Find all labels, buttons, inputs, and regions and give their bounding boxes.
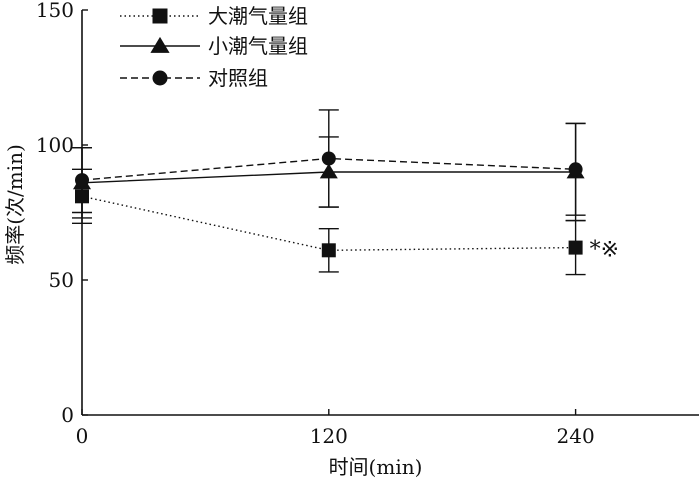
data-point-triangle	[319, 163, 338, 179]
legend-item: 大潮气量组	[120, 4, 308, 28]
x-tick-label: 240	[557, 424, 595, 448]
x-axis-label: 时间(min)	[329, 455, 423, 479]
legend-label: 大潮气量组	[208, 4, 308, 28]
axes: 0 120 240 0 50 100 150 时间(min) 频率(次/min)	[3, 0, 699, 479]
data-point-square	[75, 189, 89, 204]
x-tick-label: 120	[310, 424, 348, 448]
y-axis-label: 频率(次/min)	[3, 144, 27, 265]
data-point-square	[568, 240, 583, 255]
y-tick-label: 100	[36, 133, 74, 157]
legend-item: 对照组	[120, 66, 268, 90]
series-square	[75, 189, 583, 258]
data-point-square	[321, 243, 336, 258]
y-tick-label: 150	[36, 0, 74, 22]
plot-area: *※	[72, 109, 619, 276]
significance-annotation: *※	[590, 238, 619, 263]
y-tick-label: 0	[61, 403, 74, 427]
legend-marker-circle	[152, 70, 168, 86]
data-point-circle	[75, 173, 89, 188]
data-point-circle	[321, 151, 336, 166]
legend-label: 小潮气量组	[208, 34, 308, 58]
legend-label: 对照组	[208, 66, 268, 90]
data-point-circle	[568, 162, 583, 177]
x-tick-label: 0	[76, 424, 89, 448]
y-tick-label: 50	[49, 268, 74, 292]
x-ticks: 0 120 240	[76, 409, 595, 448]
legend-item: 小潮气量组	[120, 34, 308, 58]
legend-marker-triangle	[150, 36, 170, 53]
series-circle	[75, 151, 583, 188]
legend-marker-square	[152, 8, 168, 24]
y-ticks: 0 50 100 150	[36, 0, 88, 427]
